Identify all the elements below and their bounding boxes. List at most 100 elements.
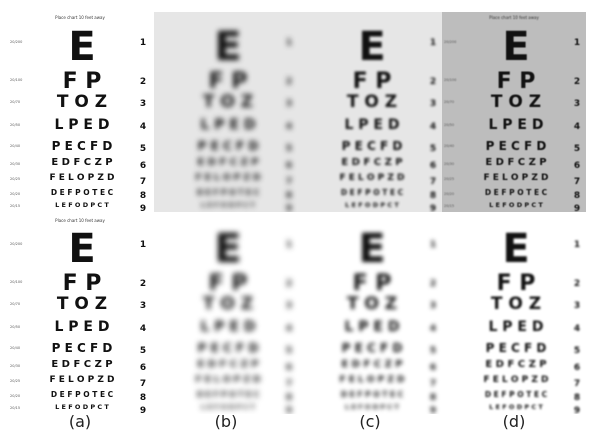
snellen-label: 20/200 <box>444 40 457 44</box>
chart-letters: L E F O D P C T <box>345 403 399 411</box>
chart-letters: D E F P O T E C <box>50 188 114 197</box>
chart-letters: E D F C Z P <box>485 157 547 168</box>
eye-chart: E 1 F P 2 T O Z 3 L P E D 4 P E C F D 5 E D F C Z … <box>154 214 298 414</box>
line-number: 2 <box>285 278 293 289</box>
line-number: 4 <box>139 122 147 133</box>
chart-letters: L P E D <box>54 117 110 133</box>
chart-letters: E D F C Z P <box>341 157 403 168</box>
line-number: 7 <box>285 176 293 187</box>
line-number: 6 <box>429 161 437 171</box>
chart-letters: F E L O P Z D <box>49 173 115 183</box>
chart-letters: T O Z <box>202 294 254 314</box>
label-d: (d) <box>502 412 526 431</box>
line-number: 7 <box>139 378 147 389</box>
line-number: 7 <box>429 176 437 187</box>
chart-letters: L E F O D P C T <box>201 201 255 209</box>
snellen-label: 20/200 <box>10 242 23 246</box>
eye-chart: E 1 F P 2 T O Z 3 L P E D 4 P E C F D 5 E D F C Z … <box>154 12 298 212</box>
panel-a-bottom: Place chart 10 feet away 20/200 E 1 20/100 F … <box>8 214 152 414</box>
chart-letters: E <box>214 24 242 70</box>
line-number: 2 <box>139 278 147 289</box>
snellen-label: 20/15 <box>10 204 21 209</box>
chart-letters: E <box>214 226 242 272</box>
chart-letters: E <box>358 24 386 70</box>
chart-letters: F P <box>352 271 392 296</box>
chart-letters: E <box>68 226 96 272</box>
line-number: 6 <box>139 363 147 373</box>
panel-c-top: E 1 F P 2 T O Z 3 L P E D 4 P E C F D 5 E D F C Z … <box>298 12 442 212</box>
line-number: 9 <box>573 203 581 212</box>
chart-letters: F P <box>496 69 536 94</box>
chart-letters: D E F P O T E C <box>196 188 260 197</box>
snellen-label: 20/50 <box>444 122 455 127</box>
chart-letters: L E F O D P C T <box>489 403 543 411</box>
line-number: 2 <box>429 278 437 289</box>
chart-letters: P E C F D <box>51 139 113 153</box>
panel-a-top: Place chart 10 feet away 20/200 E 1 20/100 F … <box>8 12 152 212</box>
chart-caption: Place chart 10 feet away <box>55 218 105 223</box>
chart-letters: F P <box>62 69 102 94</box>
chart-letters: L E F O D P C T <box>489 201 543 209</box>
line-number: 7 <box>285 378 293 389</box>
snellen-label: 20/100 <box>444 77 457 82</box>
snellen-label: 20/70 <box>444 99 455 104</box>
snellen-label: 20/70 <box>10 301 21 306</box>
line-number: 4 <box>285 122 293 133</box>
line-number: 4 <box>573 324 581 335</box>
label-c: (c) <box>359 412 381 431</box>
line-number: 5 <box>139 143 147 154</box>
panel-d-bottom: E 1 F P 2 T O Z 3 L P E D 4 P E C F D 5 E D F C Z … <box>442 214 586 414</box>
chart-letters: P E C F D <box>341 341 403 355</box>
chart-letters: P E C F D <box>485 139 547 153</box>
panel-c-bottom: E 1 F P 2 T O Z 3 L P E D 4 P E C F D 5 E D F C Z … <box>298 214 442 414</box>
snellen-label: 20/100 <box>10 279 23 284</box>
chart-letters: F P <box>208 69 248 94</box>
snellen-label: 20/20 <box>10 393 21 398</box>
snellen-label: 20/40 <box>10 144 21 149</box>
line-number: 8 <box>429 393 437 404</box>
chart-letters: L P E D <box>54 319 110 335</box>
line-number: 4 <box>573 122 581 133</box>
chart-letters: F P <box>208 271 248 296</box>
line-number: 1 <box>573 240 581 250</box>
chart-letters: L P E D <box>200 117 256 133</box>
chart-letters: E D F C Z P <box>51 359 113 370</box>
chart-letters: T O Z <box>490 92 542 112</box>
line-number: 3 <box>573 301 581 312</box>
line-number: 9 <box>285 405 293 414</box>
line-number: 3 <box>429 301 437 312</box>
line-number: 1 <box>429 240 437 250</box>
snellen-label: 20/100 <box>10 77 23 82</box>
chart-caption: Place chart 10 feet away <box>489 15 539 20</box>
line-number: 8 <box>285 393 293 404</box>
line-number: 1 <box>429 38 437 48</box>
line-number: 3 <box>139 99 147 110</box>
line-number: 7 <box>573 378 581 389</box>
chart-letters: E <box>358 226 386 272</box>
chart-letters: D E F P O T E C <box>50 390 114 399</box>
line-number: 3 <box>285 301 293 312</box>
chart-letters: E D F C Z P <box>341 359 403 370</box>
snellen-label: 20/30 <box>10 363 21 368</box>
chart-letters: E <box>502 226 530 272</box>
line-number: 6 <box>139 161 147 171</box>
line-number: 3 <box>573 99 581 110</box>
line-number: 5 <box>285 143 293 154</box>
chart-letters: P E C F D <box>341 139 403 153</box>
line-number: 8 <box>573 191 581 202</box>
chart-letters: T O Z <box>56 294 108 314</box>
line-number: 2 <box>285 76 293 87</box>
line-number: 6 <box>285 363 293 373</box>
line-number: 4 <box>429 324 437 335</box>
snellen-label: 20/50 <box>10 324 21 329</box>
line-number: 7 <box>139 176 147 187</box>
line-number: 7 <box>429 378 437 389</box>
chart-letters: F E L O P Z D <box>339 173 405 183</box>
eye-chart: E 1 F P 2 T O Z 3 L P E D 4 P E C F D 5 E D F C Z … <box>298 214 442 414</box>
line-number: 7 <box>573 176 581 187</box>
chart-letters: L E F O D P C T <box>201 403 255 411</box>
snellen-label: 20/40 <box>444 144 455 149</box>
snellen-label: 20/40 <box>10 346 21 351</box>
chart-letters: F E L O P Z D <box>483 375 549 385</box>
